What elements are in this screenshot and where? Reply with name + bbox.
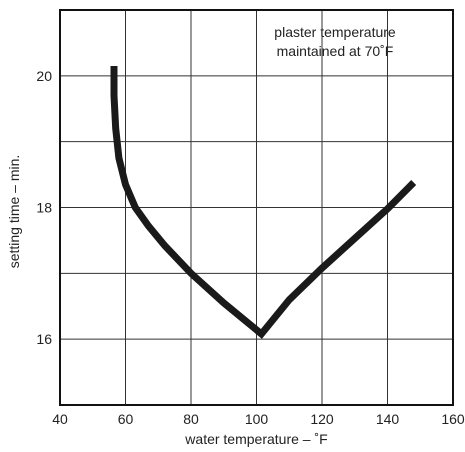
plot-frame bbox=[59, 9, 454, 406]
x-tick-labels: 40 60 80 100 120 140 160 bbox=[52, 411, 465, 427]
grid bbox=[60, 10, 453, 405]
y-tick-labels: 16 18 20 bbox=[36, 68, 52, 347]
x-axis-label: water temperature – ˚F bbox=[184, 431, 327, 447]
y-tick-label: 16 bbox=[36, 331, 52, 347]
x-tick-label: 160 bbox=[441, 411, 465, 427]
x-tick-label: 40 bbox=[52, 411, 68, 427]
x-tick-label: 140 bbox=[376, 411, 400, 427]
annotation-line-1: plaster temperature bbox=[274, 24, 396, 40]
x-tick-label: 120 bbox=[310, 411, 334, 427]
y-axis-label: setting time – min. bbox=[6, 155, 22, 269]
x-tick-label: 80 bbox=[183, 411, 199, 427]
x-tick-label: 60 bbox=[118, 411, 134, 427]
x-tick-label: 100 bbox=[245, 411, 269, 427]
y-tick-label: 20 bbox=[36, 68, 52, 84]
setting-time-curve bbox=[110, 66, 417, 339]
annotation-line-2: maintained at 70˚F bbox=[277, 43, 394, 59]
y-tick-label: 18 bbox=[36, 200, 52, 216]
